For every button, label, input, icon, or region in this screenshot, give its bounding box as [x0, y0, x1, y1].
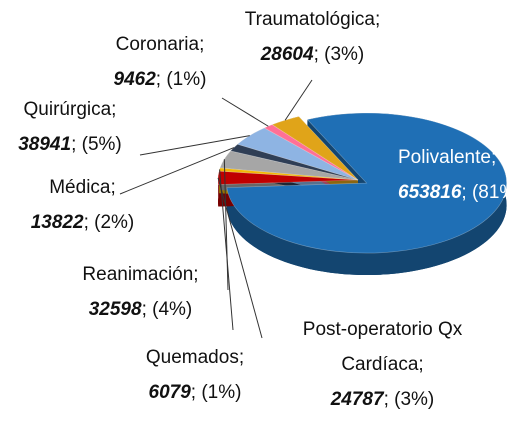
value-label: 653816 [398, 182, 462, 203]
slice [218, 167, 359, 181]
slice [217, 170, 359, 185]
slice [219, 150, 359, 181]
leader-line [139, 135, 250, 156]
category-label: Médica; [49, 177, 116, 198]
percentage-label: ; (1%) [190, 382, 242, 403]
value-label: 38941 [18, 134, 72, 155]
value-label: 13822 [30, 212, 84, 233]
leader-line [221, 97, 269, 127]
slice [226, 112, 507, 254]
leader-line [223, 159, 229, 291]
slice [230, 143, 359, 181]
leader-line [284, 79, 313, 121]
percentage-label: ; (3%) [313, 44, 365, 65]
data-label: Post-operatorio Qx Cardíaca; 24787; (3%) [290, 312, 475, 417]
category-label: Quemados; [145, 347, 245, 368]
data-label: Médica; 13822; (2%) [20, 170, 145, 240]
value-label: 9462 [113, 69, 156, 90]
category-label: Coronaria; [115, 34, 205, 55]
percentage-label: ; (5%) [71, 134, 122, 155]
data-label: Reanimación; 32598; (4%) [58, 257, 223, 327]
value-label: 6079 [148, 382, 191, 403]
category-label: Post-operatorio Qx Cardíaca; [302, 319, 463, 375]
category-label: Reanimación; [82, 264, 199, 285]
percentage-label: ; (2%) [83, 212, 135, 233]
category-label: Polivalente; [398, 147, 497, 168]
data-label: Polivalente; 653816; (81% [398, 140, 516, 210]
percentage-label: ; (4%) [141, 299, 193, 320]
category-label: Traumatológica; [244, 9, 381, 30]
leader-line [219, 169, 234, 331]
value-label: 32598 [88, 299, 142, 320]
value-label: 28604 [260, 44, 314, 65]
value-label: 24787 [330, 389, 384, 410]
percentage-label: ; (3%) [383, 389, 435, 410]
slice [236, 127, 359, 181]
percentage-label: ; (1%) [155, 69, 207, 90]
data-label: Quemados; 6079; (1%) [120, 340, 270, 410]
category-label: Quirúrgica; [23, 99, 117, 120]
data-label: Quirúrgica; 38941; (5%) [0, 92, 145, 162]
data-label: Coronaria; 9462; (1%) [95, 27, 225, 97]
leader-line [119, 147, 235, 195]
data-label: Traumatológica; 28604; (3%) [220, 2, 405, 72]
percentage-label: ; (81% [461, 182, 517, 203]
